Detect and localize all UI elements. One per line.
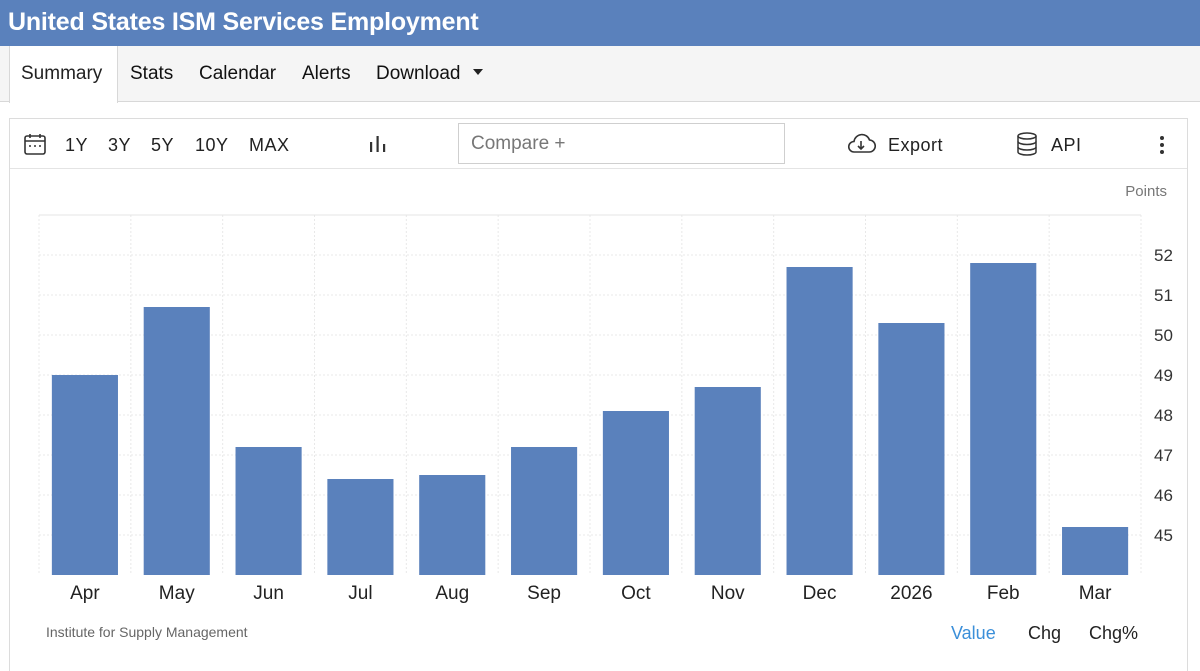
tab-stats[interactable]: Stats (130, 63, 174, 84)
x-tick-label: May (159, 583, 195, 604)
range-max-button[interactable]: MAX (249, 135, 290, 155)
bar-nov (694, 387, 761, 575)
y-tick-label: 45 (1154, 526, 1173, 545)
x-tick-label: Jul (348, 583, 372, 604)
bar-jul (327, 479, 394, 575)
mode-chg-pct-button[interactable]: Chg% (1089, 623, 1139, 643)
y-tick-label: 49 (1154, 366, 1173, 385)
bar-apr (51, 375, 118, 575)
x-tick-label: Sep (527, 583, 561, 604)
y-tick-label: 46 (1154, 486, 1173, 505)
range-5y-button[interactable]: 5Y (151, 135, 175, 155)
mode-value-button[interactable]: Value (951, 623, 996, 643)
page-title: United States ISM Services Employment (0, 0, 1200, 46)
tab-summary[interactable]: Summary (9, 46, 118, 103)
api-button[interactable]: API (1051, 135, 1082, 155)
cloud-download-icon[interactable] (846, 133, 876, 155)
tab-bar: Summary Stats Calendar Alerts Download (0, 46, 1200, 103)
bar-oct (602, 411, 669, 575)
compare-input[interactable] (458, 123, 785, 164)
bar-dec (786, 267, 853, 575)
bar-jun (235, 447, 302, 575)
x-tick-label: Jun (253, 583, 284, 604)
x-tick-label: Aug (435, 583, 469, 604)
more-options-icon[interactable] (1158, 135, 1166, 155)
y-axis-unit-label: Points (1125, 183, 1167, 200)
tab-alerts[interactable]: Alerts (302, 63, 351, 84)
bar-chart: 45 46 47 48 49 50 51 52 Apr May Jun Jul Aug Sep Oct Nov… (38, 214, 1173, 604)
bar-mar (1062, 527, 1129, 575)
chart-toolbar: 1Y 3Y 5Y 10Y MAX Export API (10, 119, 1187, 169)
chevron-down-icon (472, 68, 483, 75)
range-10y-button[interactable]: 10Y (195, 135, 229, 155)
x-tick-label: Nov (711, 583, 745, 604)
y-tick-label: 48 (1154, 406, 1173, 425)
bar-2026 (878, 323, 945, 575)
bar-chart-icon[interactable] (368, 134, 388, 154)
bar-aug (419, 475, 486, 575)
range-3y-button[interactable]: 3Y (108, 135, 132, 155)
source-label: Institute for Supply Management (46, 624, 248, 640)
y-tick-label: 50 (1154, 326, 1173, 345)
x-tick-label: Oct (621, 583, 651, 604)
tab-download[interactable]: Download (376, 46, 483, 102)
export-button[interactable]: Export (888, 135, 944, 155)
x-tick-label: 2026 (890, 583, 932, 604)
x-tick-label: Feb (987, 583, 1020, 604)
database-icon[interactable] (1016, 132, 1038, 156)
x-tick-label: Apr (70, 583, 100, 604)
y-tick-label: 47 (1154, 446, 1173, 465)
y-tick-label: 52 (1154, 246, 1173, 265)
x-tick-label: Mar (1079, 583, 1112, 604)
bar-feb (970, 263, 1037, 575)
range-1y-button[interactable]: 1Y (65, 135, 89, 155)
tab-calendar[interactable]: Calendar (199, 63, 277, 84)
mode-chg-button[interactable]: Chg (1028, 623, 1062, 643)
chart-panel: 1Y 3Y 5Y 10Y MAX Export API Points 45464… (9, 118, 1188, 671)
y-tick-label: 51 (1154, 286, 1173, 305)
bar-sep (511, 447, 578, 575)
calendar-icon[interactable] (23, 132, 47, 156)
bar-may (143, 307, 210, 575)
x-tick-label: Dec (803, 583, 837, 604)
tab-download-label: Download (376, 63, 461, 84)
